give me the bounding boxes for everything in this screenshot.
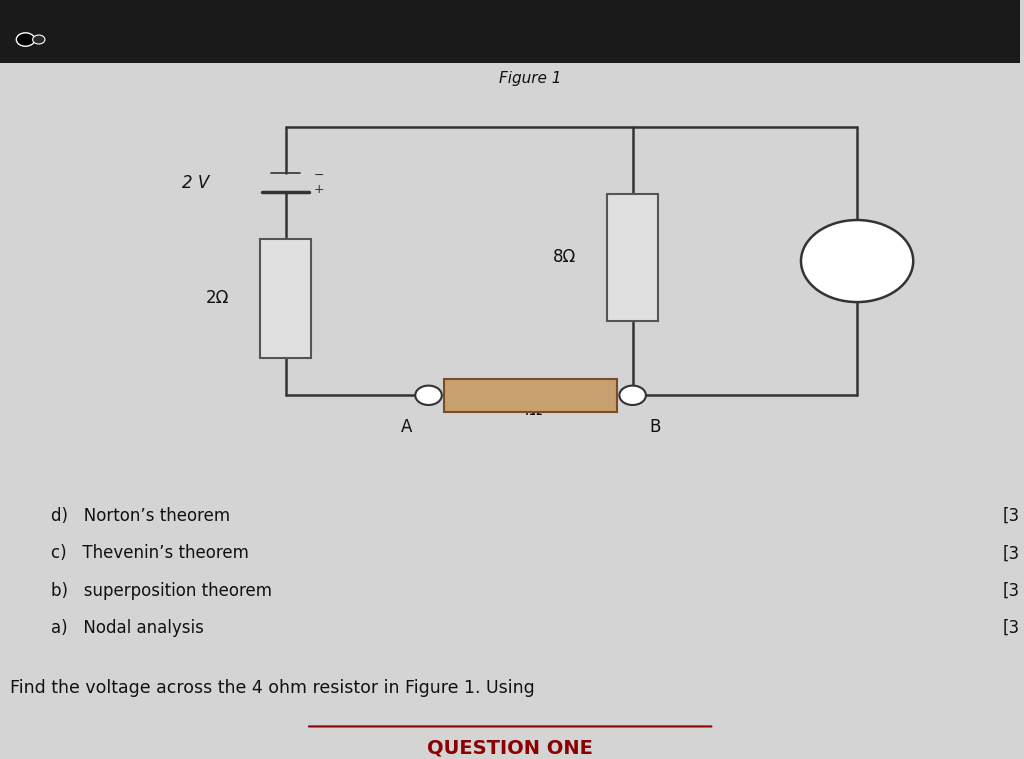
Text: +: + — [313, 183, 324, 196]
Text: [3: [3 — [1004, 581, 1020, 600]
Text: 2 V: 2 V — [182, 174, 209, 192]
Circle shape — [620, 386, 646, 405]
Text: 8Ω: 8Ω — [553, 248, 577, 266]
Bar — [260, 238, 311, 358]
Text: [3: [3 — [1004, 507, 1020, 525]
Circle shape — [801, 220, 913, 302]
Text: A: A — [400, 418, 412, 436]
Text: b)   superposition theorem: b) superposition theorem — [51, 581, 272, 600]
Text: [3: [3 — [1004, 544, 1020, 562]
Text: a)   Nodal analysis: a) Nodal analysis — [51, 619, 204, 637]
Text: AI QUAD CAMERA: AI QUAD CAMERA — [56, 22, 160, 35]
Text: Find the voltage across the 4 ohm resistor in Figure 1. Using: Find the voltage across the 4 ohm resist… — [10, 679, 535, 697]
Circle shape — [416, 386, 441, 405]
Text: Figure 1: Figure 1 — [500, 71, 562, 86]
Circle shape — [33, 35, 45, 44]
Text: c)   Thevenin’s theorem: c) Thevenin’s theorem — [51, 544, 249, 562]
Text: [3: [3 — [1004, 619, 1020, 637]
Text: 2 A: 2 A — [886, 252, 913, 270]
Bar — [443, 379, 617, 411]
Text: 4Ω: 4Ω — [519, 402, 543, 419]
Bar — [607, 194, 658, 321]
Text: REDMI NOTE 8 PRO: REDMI NOTE 8 PRO — [56, 36, 183, 50]
Text: QUESTION ONE: QUESTION ONE — [427, 739, 593, 757]
Text: 2Ω: 2Ω — [206, 289, 229, 307]
Text: B: B — [649, 418, 660, 436]
Circle shape — [16, 33, 35, 46]
Bar — [0, 0, 1020, 64]
Text: d)   Norton’s theorem: d) Norton’s theorem — [51, 507, 230, 525]
Text: −: − — [313, 169, 324, 182]
Text: ∞: ∞ — [19, 20, 32, 36]
